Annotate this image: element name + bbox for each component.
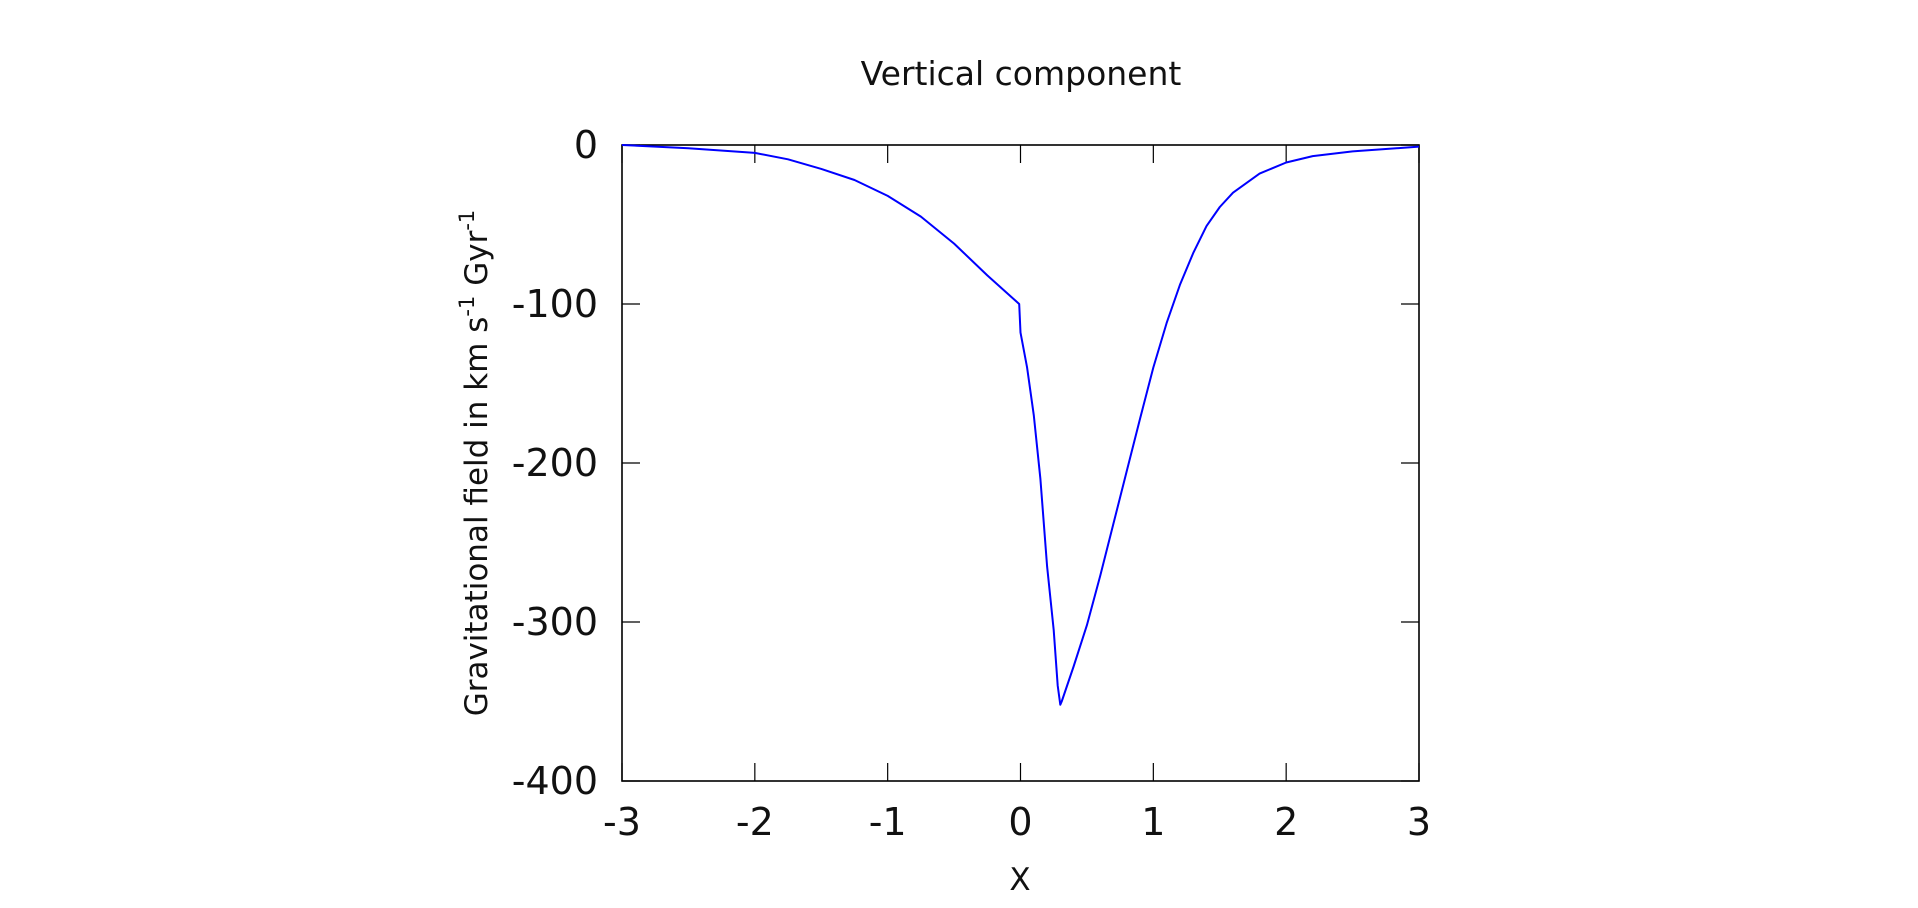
y-axis-label: Gravitational field in km s-1 Gyr-1 <box>455 210 495 717</box>
y-axis-ticks: 0 -100 -200 -300 -400 <box>512 123 1419 803</box>
x-tick-label: 1 <box>1141 800 1165 844</box>
y-tick-label: 0 <box>574 123 598 167</box>
y-tick-label: -400 <box>512 759 598 803</box>
data-series-line <box>621 144 1420 706</box>
x-tick-label: -1 <box>869 800 907 844</box>
x-tick-label: -2 <box>736 800 774 844</box>
x-tick-label: 0 <box>1008 800 1032 844</box>
x-tick-label: 3 <box>1407 800 1431 844</box>
chart-title: Vertical component <box>861 54 1182 93</box>
x-tick-label: -3 <box>603 800 641 844</box>
x-tick-label: 2 <box>1274 800 1298 844</box>
x-axis-label: X <box>1009 862 1030 898</box>
y-tick-label: -200 <box>512 441 598 485</box>
x-axis-ticks: -3 -2 -1 0 1 2 3 <box>603 145 1431 844</box>
y-tick-label: -300 <box>512 600 598 644</box>
plot-frame <box>621 144 1420 782</box>
y-tick-label: -100 <box>512 282 598 326</box>
